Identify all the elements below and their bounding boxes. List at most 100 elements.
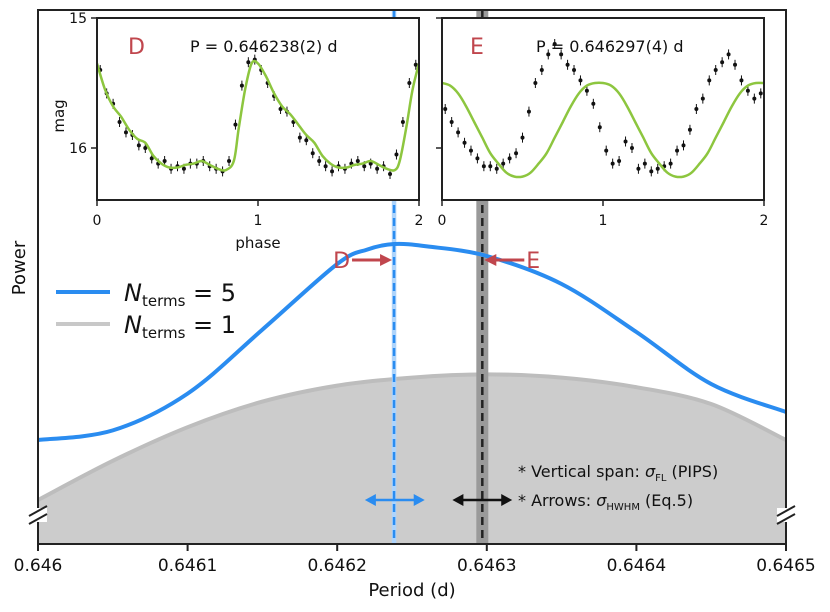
hwhm-arrow-e (452, 494, 513, 506)
inset-e-point (546, 49, 551, 60)
inset-d-fit-curve (97, 59, 419, 172)
inset-e-plot-area (442, 39, 764, 179)
inset-d-point (323, 161, 328, 172)
note2-subscript: HWHM (606, 502, 640, 513)
inset-e-point (559, 49, 564, 60)
inset-e-point (758, 88, 763, 99)
inset-e-point (604, 145, 609, 156)
inset-y-tick-label: 15 (69, 11, 87, 27)
inset-d-point (394, 149, 399, 160)
note1-suffix: (PIPS) (666, 462, 718, 481)
marker-e-label: E (526, 249, 540, 274)
inset-d-point (227, 156, 232, 166)
x-axis-ticks: 0.646 0.6461 0.6462 0.6463 0.6464 0.6465 (14, 544, 816, 576)
hwhm-arrow-d (364, 494, 425, 506)
inset-panel-e: 0 1 2 E P = 0.646297(4) d (436, 17, 768, 229)
inset-e-point (456, 127, 461, 138)
inset-y-tick-label: 16 (69, 141, 87, 157)
inset-e-point (720, 57, 725, 68)
inset-e-point (552, 39, 557, 49)
inset-e-point (733, 59, 738, 70)
axis-break-left (28, 505, 48, 525)
inset-e-point (468, 145, 473, 156)
series-n1-fill (38, 374, 786, 544)
inset-e-point (591, 98, 596, 109)
note2-suffix: (Eq.5) (640, 491, 693, 510)
x-tick-label: 0.6464 (607, 556, 666, 576)
inset-d-point (330, 166, 335, 177)
period-markers: D E (333, 249, 540, 274)
inset-e-point (687, 124, 692, 135)
legend-label-n5: Nterms = 5 (124, 279, 236, 310)
inset-d-point (123, 127, 128, 138)
note1-symbol: σ (645, 462, 656, 481)
x-tick-label: 0.646 (14, 556, 63, 576)
legend-label-n1: Nterms = 1 (124, 311, 236, 342)
inset-e-period: P = 0.646297(4) d (536, 37, 683, 56)
hwhm-arrows (364, 494, 513, 506)
inset-e-point (617, 156, 622, 166)
inset-e-point (501, 158, 506, 169)
inset-d-point (117, 117, 122, 127)
inset-x-tick-label: 1 (599, 213, 608, 229)
inset-panel-d: 0 1 2 15 16 D P = 0.646238(2) d phase mag (50, 11, 423, 252)
legend: Nterms = 5 Nterms = 1 (56, 279, 236, 342)
inset-e-point (449, 117, 454, 127)
main-plot-frame (37, 9, 787, 545)
legend-n5-symbol: N (124, 279, 142, 307)
inset-x-tick-label: 2 (415, 213, 424, 229)
inset-e-ticks: 0 1 2 (436, 17, 768, 229)
inset-e-fit-curve (442, 81, 764, 179)
inset-e-point (443, 104, 448, 114)
inset-d-point (310, 148, 315, 159)
note1-subscript: FL (655, 473, 667, 484)
x-axis-label: Period (d) (368, 580, 455, 601)
legend-n1-symbol: N (124, 311, 142, 339)
inset-d-label: D (128, 35, 145, 60)
x-tick-label: 0.6462 (307, 556, 366, 576)
note1-prefix: * Vertical span: (518, 462, 645, 481)
main-plot-area (38, 10, 786, 544)
inset-x-tick-label: 1 (254, 213, 263, 229)
inset-e-data-points (443, 39, 763, 177)
inset-d-point (246, 57, 251, 68)
marker-d-arrowhead (380, 254, 393, 266)
inset-d-background (97, 18, 419, 200)
inset-d-point (239, 80, 244, 91)
inset-e-point (572, 65, 577, 75)
inset-e-point (681, 140, 686, 151)
inset-e-point (629, 143, 634, 153)
legend-n5-value: = 5 (185, 279, 236, 307)
inset-e-point (610, 158, 615, 169)
inset-e-point (481, 161, 486, 172)
inset-x-tick-label: 0 (93, 213, 102, 229)
inset-e-point (726, 49, 731, 60)
inset-e-point (623, 136, 628, 147)
inset-e-point (700, 93, 705, 104)
inset-e-point (494, 163, 499, 174)
inset-d-period: P = 0.646238(2) d (190, 37, 337, 56)
inset-d-point (400, 117, 405, 127)
inset-x-tick-label: 0 (438, 213, 447, 229)
inset-d-y-label: mag (50, 99, 68, 132)
notes: * Vertical span: σFL (PIPS) * Arrows: σ H… (518, 462, 718, 513)
inset-e-point (475, 153, 480, 164)
inset-e-point (655, 163, 660, 174)
inset-e-point (578, 75, 583, 86)
note-vertical-span: * Vertical span: σFL (PIPS) (518, 462, 718, 484)
inset-e-point (514, 148, 519, 159)
inset-e-point (675, 145, 680, 156)
inset-d-point (413, 59, 418, 70)
inset-d-ticks: 0 1 2 15 16 (69, 11, 423, 229)
inset-e-point (488, 161, 493, 172)
inset-e-point (533, 78, 538, 88)
inset-e-point (642, 158, 647, 169)
marker-d-label: D (333, 249, 350, 274)
legend-n1-subscript: terms (142, 324, 186, 342)
inset-e-point (462, 137, 467, 148)
inset-e-point (520, 132, 525, 143)
inset-d-x-label: phase (235, 234, 280, 252)
note2-prefix: * Arrows: (518, 491, 596, 510)
inset-d-point (375, 163, 380, 174)
inset-e-point (597, 122, 602, 133)
